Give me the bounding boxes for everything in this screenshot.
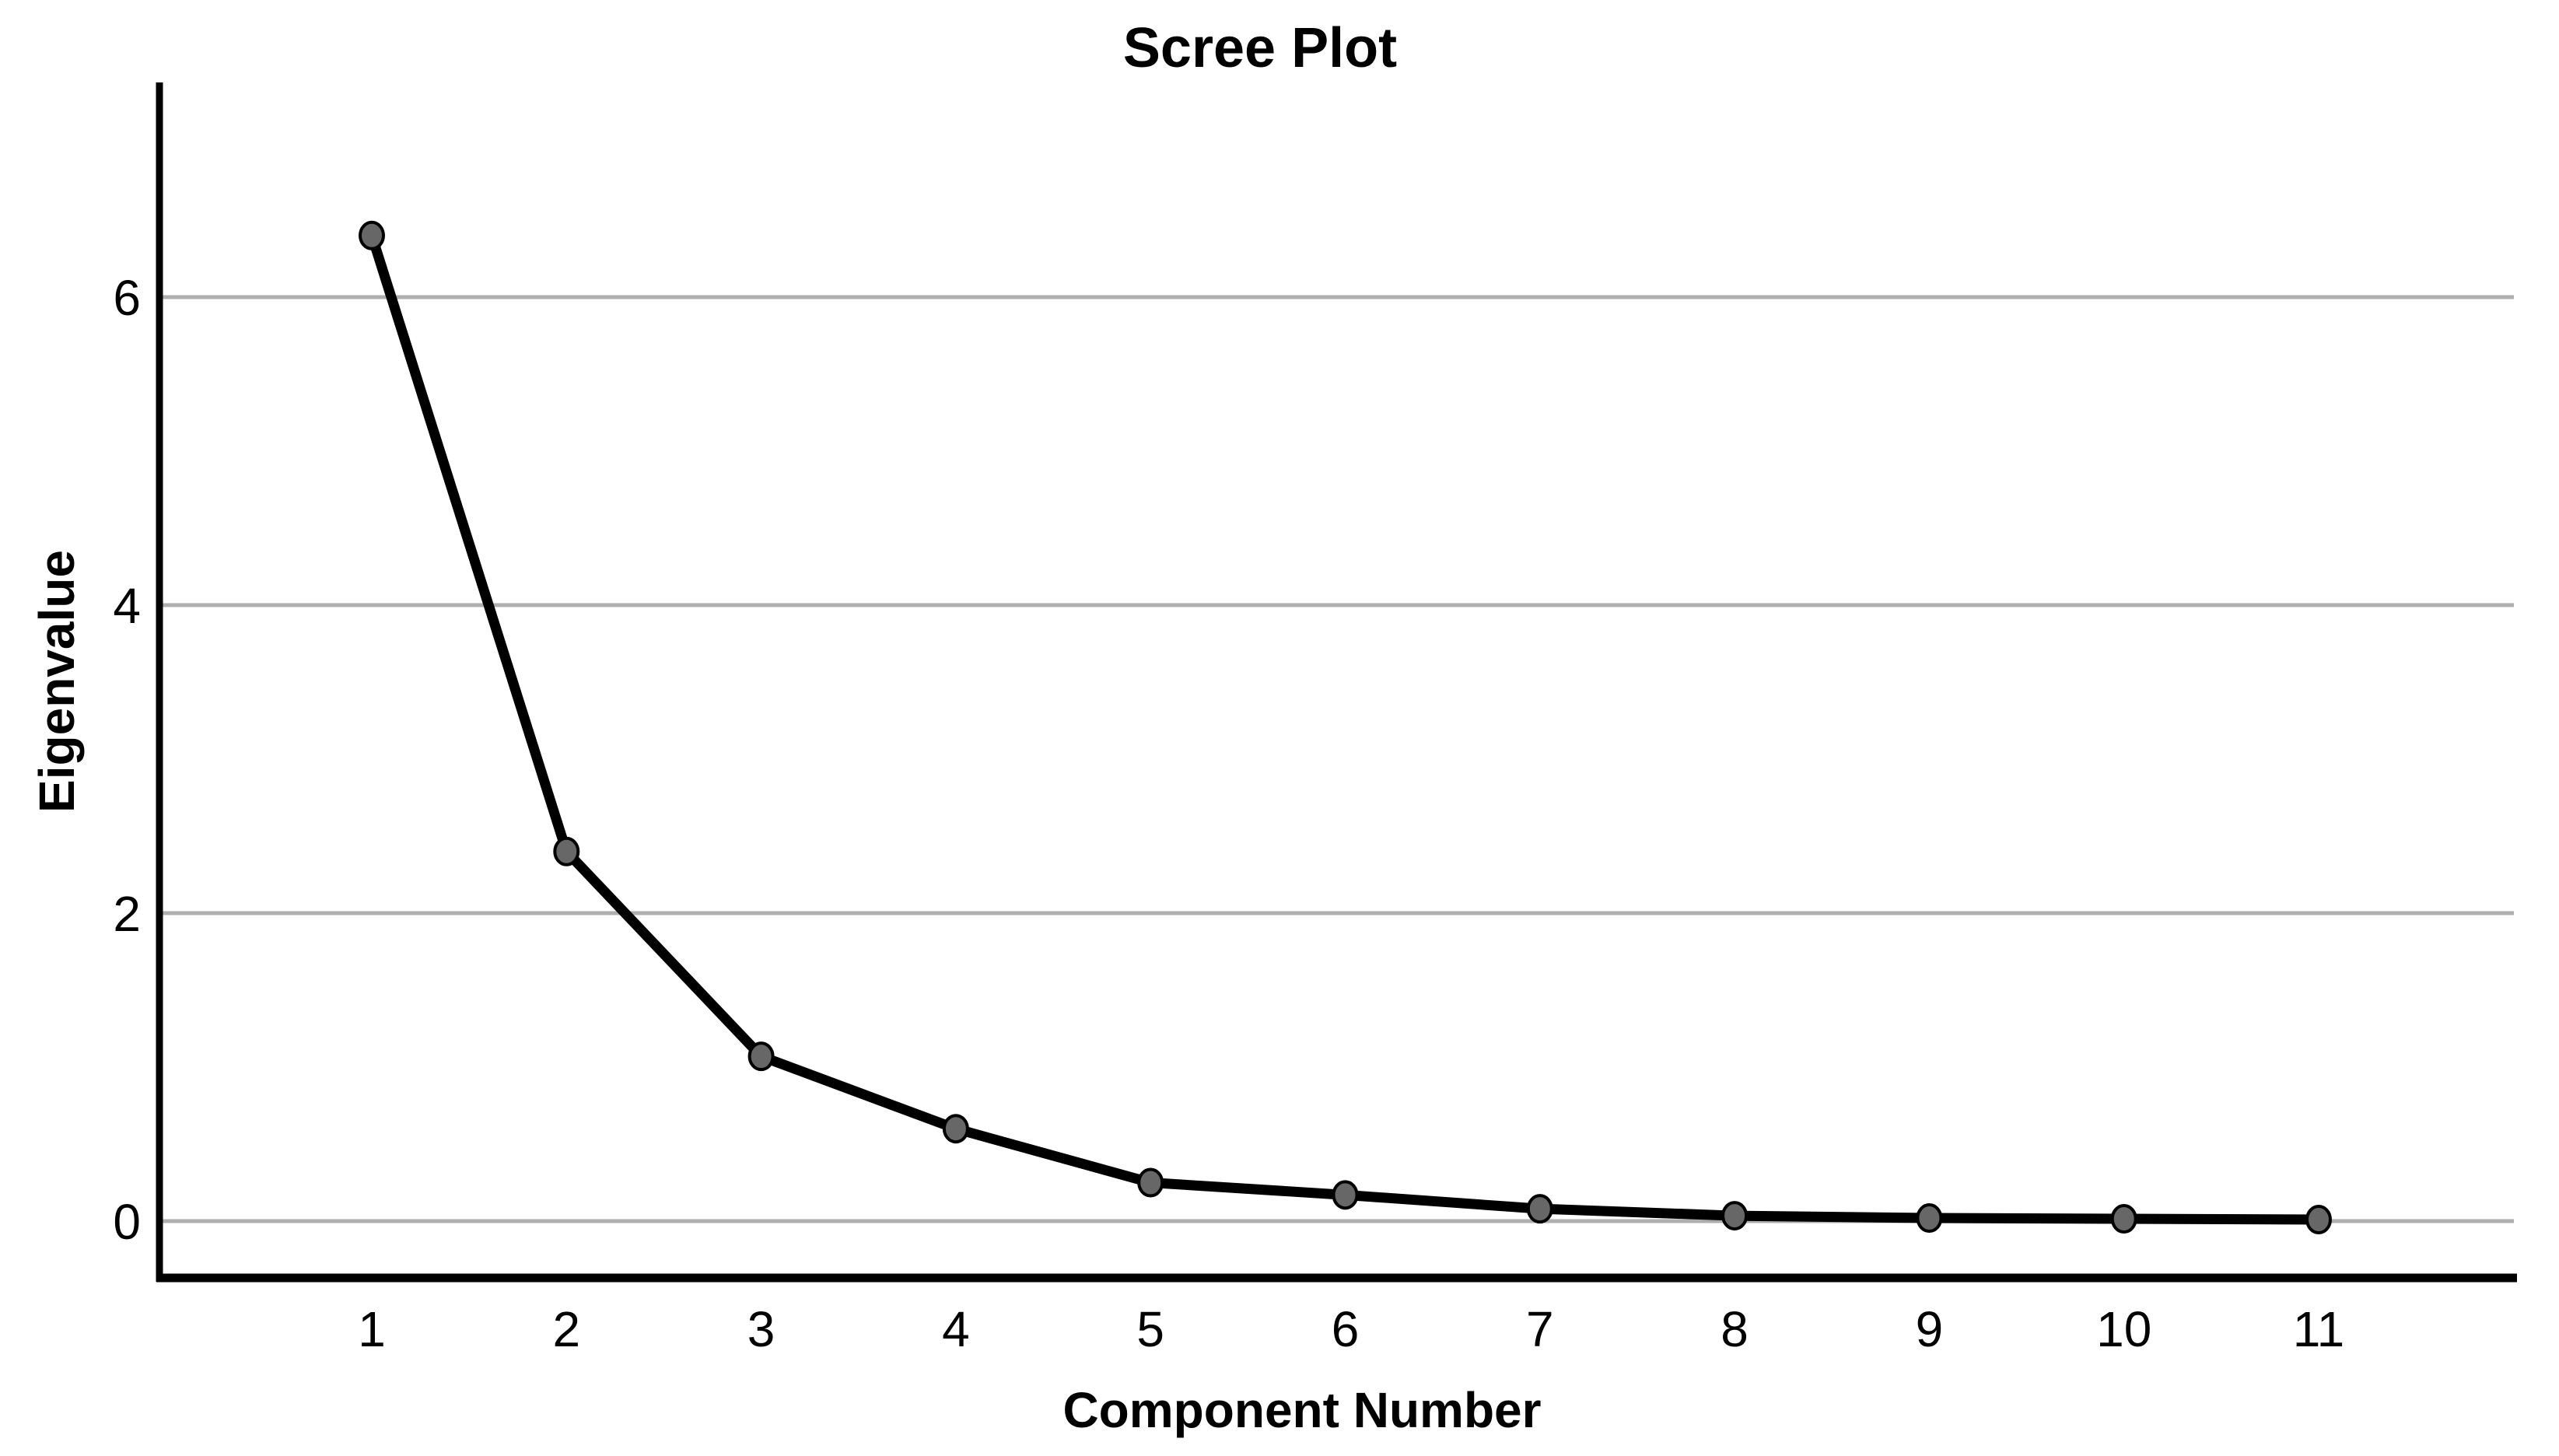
data-point-marker — [359, 220, 385, 250]
x-tick-label: 7 — [1526, 1301, 1554, 1357]
data-point-marker — [942, 1114, 969, 1144]
data-point-marker — [2305, 1205, 2332, 1235]
data-point-marker — [1721, 1201, 1749, 1231]
x-tick-label: 8 — [1721, 1301, 1749, 1357]
x-tick-label: 9 — [1916, 1301, 1944, 1357]
series-line — [366, 230, 2324, 1225]
axes-layer — [156, 82, 2517, 1283]
x-tick-label: 1 — [358, 1301, 386, 1357]
y-axis-title: Eigenvalue — [29, 550, 85, 813]
data-point-marker — [553, 836, 580, 866]
y-tick-label: 4 — [113, 578, 141, 634]
x-tick-label: 10 — [2096, 1301, 2151, 1357]
data-point-marker — [2110, 1204, 2137, 1234]
chart-title: Scree Plot — [1123, 17, 1397, 79]
data-point-marker — [1137, 1167, 1164, 1198]
y-tick-label: 2 — [113, 886, 141, 942]
data-point-marker — [1916, 1203, 1943, 1234]
x-tick-label: 2 — [553, 1301, 581, 1357]
gridlines-layer — [163, 295, 2514, 1223]
x-tick-label: 6 — [1332, 1301, 1360, 1357]
data-point-marker — [1526, 1194, 1553, 1224]
tick-labels-layer: 0 2 4 6 1 2 3 4 5 6 7 8 9 10 11 — [113, 270, 2344, 1357]
y-tick-label: 6 — [113, 270, 141, 326]
x-axis-title: Component Number — [1062, 1382, 1541, 1438]
x-tick-label: 4 — [942, 1301, 970, 1357]
data-point-marker — [747, 1041, 775, 1072]
x-tick-label: 3 — [747, 1301, 775, 1357]
data-point-marker — [1332, 1180, 1359, 1210]
x-tick-label: 5 — [1136, 1301, 1164, 1357]
series-layer — [359, 220, 2332, 1235]
y-tick-label: 0 — [113, 1194, 141, 1250]
x-tick-label: 11 — [2293, 1301, 2344, 1357]
